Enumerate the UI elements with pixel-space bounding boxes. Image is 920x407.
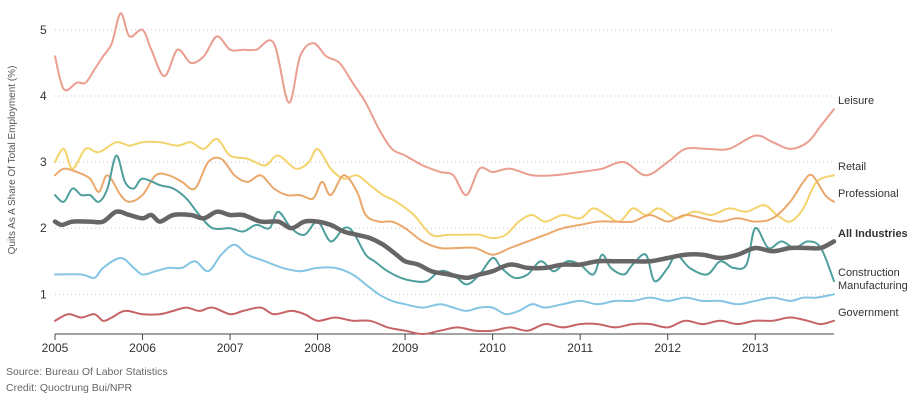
credit-note: Credit: Quoctrung Bui/NPR — [6, 382, 133, 394]
x-tick-label: 2012 — [654, 341, 681, 355]
series-line-leisure — [54, 12, 835, 197]
series-line-professional — [54, 156, 835, 256]
series-labels: Leisure Retail Professional All Industries C… — [838, 95, 908, 319]
x-tick-label: 2007 — [217, 341, 244, 355]
series-label-professional: Professional — [838, 188, 899, 200]
y-tick-label: 1 — [40, 287, 47, 301]
x-tick-label: 2009 — [392, 341, 419, 355]
x-tick-label: 2013 — [742, 341, 769, 355]
x-tick-label: 2008 — [304, 341, 331, 355]
source-note: Source: Bureau Of Labor Statistics — [6, 366, 168, 378]
gridlines — [55, 29, 834, 295]
series-label-all-industries: All Industries — [838, 228, 908, 240]
series-line-all-industries — [52, 209, 837, 281]
y-axis-title: Quits As A Share Of Total Employment (%) — [7, 66, 18, 255]
y-tick-label: 3 — [40, 155, 47, 169]
series-line-construction — [54, 154, 835, 286]
series-line-retail — [54, 137, 835, 240]
x-tick-label: 2005 — [42, 341, 69, 355]
series-line-manufacturing — [54, 243, 835, 316]
axes: 1 2 3 4 5 2005 2006 2007 2008 2009 2010 2011 2012 201… — [40, 23, 834, 355]
x-tick-label: 2006 — [129, 341, 156, 355]
series-label-manufacturing: Manufacturing — [838, 280, 908, 292]
series-label-leisure: Leisure — [838, 95, 874, 107]
series-line-government — [54, 306, 835, 335]
x-tick-label: 2010 — [479, 341, 506, 355]
x-tick-label: 2011 — [567, 341, 593, 355]
series-lines — [52, 12, 837, 335]
series-label-construction: Construction — [838, 267, 900, 279]
y-tick-label: 2 — [40, 221, 47, 235]
series-label-government: Government — [838, 307, 899, 319]
y-tick-label: 5 — [40, 23, 47, 37]
y-tick-label: 4 — [40, 89, 47, 103]
series-label-retail: Retail — [838, 161, 866, 173]
